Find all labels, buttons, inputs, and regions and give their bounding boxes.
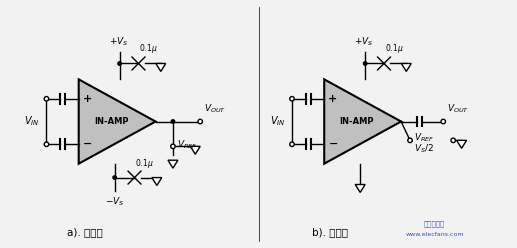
Text: $+V_S$: $+V_S$ xyxy=(109,36,128,48)
Polygon shape xyxy=(324,79,401,164)
Circle shape xyxy=(44,96,49,101)
Circle shape xyxy=(171,144,175,149)
Text: −: − xyxy=(83,139,93,149)
Text: IN-AMP: IN-AMP xyxy=(94,117,128,126)
Circle shape xyxy=(44,142,49,147)
Circle shape xyxy=(113,176,116,179)
Text: +: + xyxy=(83,94,92,104)
Circle shape xyxy=(441,119,446,124)
Circle shape xyxy=(451,138,455,143)
Text: $-V_S$: $-V_S$ xyxy=(105,196,125,208)
Text: b). 单电源: b). 单电源 xyxy=(312,227,348,237)
Text: $V_S/2$: $V_S/2$ xyxy=(414,142,434,155)
Text: +: + xyxy=(328,94,337,104)
Text: $V_{IN}$: $V_{IN}$ xyxy=(24,115,40,128)
Text: $0.1\mu$: $0.1\mu$ xyxy=(135,157,154,170)
Text: IN-AMP: IN-AMP xyxy=(340,117,374,126)
Circle shape xyxy=(118,62,121,65)
Polygon shape xyxy=(156,63,166,71)
Polygon shape xyxy=(355,185,365,192)
Circle shape xyxy=(198,119,203,124)
Polygon shape xyxy=(457,140,466,148)
Text: 电子发烧友: 电子发烧友 xyxy=(424,220,445,227)
Circle shape xyxy=(290,142,294,147)
Circle shape xyxy=(171,120,175,123)
Text: −: − xyxy=(328,139,338,149)
Text: www.elecfans.com: www.elecfans.com xyxy=(405,232,464,237)
Text: a). 双电源: a). 双电源 xyxy=(67,227,103,237)
Polygon shape xyxy=(190,146,200,154)
Text: $V_{REF}$: $V_{REF}$ xyxy=(414,131,434,144)
Polygon shape xyxy=(152,178,162,186)
Polygon shape xyxy=(401,63,411,71)
Text: $V_{REF}$: $V_{REF}$ xyxy=(177,138,197,151)
Text: $V_{IN}$: $V_{IN}$ xyxy=(270,115,285,128)
Circle shape xyxy=(363,62,367,65)
Circle shape xyxy=(290,96,294,101)
Circle shape xyxy=(408,138,412,143)
Text: $V_{OUT}$: $V_{OUT}$ xyxy=(447,103,469,115)
Text: $0.1\mu$: $0.1\mu$ xyxy=(140,42,158,55)
Polygon shape xyxy=(168,160,178,168)
Text: $V_{OUT}$: $V_{OUT}$ xyxy=(204,103,226,115)
Text: $0.1\mu$: $0.1\mu$ xyxy=(385,42,404,55)
Text: $+V_S$: $+V_S$ xyxy=(354,36,374,48)
Polygon shape xyxy=(79,79,156,164)
